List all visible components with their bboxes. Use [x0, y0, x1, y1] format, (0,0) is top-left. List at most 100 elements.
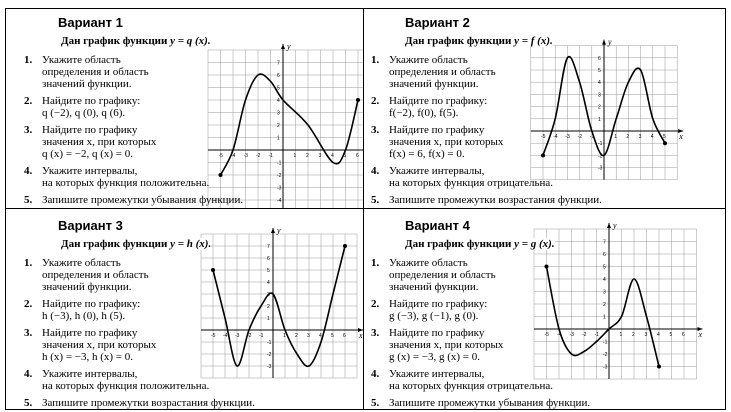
x-tick-label: -4 [223, 333, 228, 339]
task-item: 1. Укажите область определения и область зн… [24, 54, 243, 90]
endpoint-dot [218, 173, 223, 177]
task-item: 3. Найдите по графику значения x, при кото… [24, 124, 243, 160]
task-text: Найдите по графику: [389, 298, 488, 310]
y-axis-arrow [281, 44, 285, 49]
task-item: 3. Найдите по графику значения x, при кото… [371, 124, 602, 160]
y-axis-label: y [612, 221, 617, 230]
x-tick-label: 1 [620, 332, 623, 338]
endpoint-dot [544, 264, 549, 269]
task-text: Укажите интервалы, [389, 368, 485, 380]
x-tick-label: 3 [639, 134, 642, 140]
function-curve [542, 55, 666, 157]
variant-title: Вариант 4 [405, 218, 470, 233]
task-number: 1. [371, 257, 380, 269]
y-tick-label: -3 [603, 365, 608, 371]
y-tick-label: 5 [603, 265, 606, 271]
y-tick-label: 4 [598, 80, 601, 86]
x-tick-label: 4 [319, 333, 322, 339]
x-tick-label: 4 [331, 153, 334, 159]
x-tick-label: 5 [663, 134, 666, 140]
task-item: 5. Запишите промежутки убывания функции. [371, 397, 590, 409]
task-text: f(−2), f(0), f(5). [389, 107, 459, 119]
y-tick-label: 4 [603, 277, 606, 283]
task-text: q (x) = −2, q (x) = 0. [42, 148, 134, 160]
x-axis-arrow [358, 328, 363, 332]
function-curve [219, 73, 359, 176]
task-number: 1. [371, 54, 380, 66]
y-tick-label: 5 [598, 68, 601, 74]
endpoint-dot [663, 141, 667, 146]
task-text: определения и область [42, 66, 149, 78]
y-tick-label: -3 [598, 166, 603, 172]
task-number: 4. [24, 368, 33, 380]
task-text: Укажите область [42, 257, 121, 269]
x-tick-label: -5 [545, 332, 550, 338]
task-number: 1. [24, 54, 33, 66]
x-tick-label: -3 [244, 153, 249, 159]
task-text: определения и область [389, 66, 496, 78]
task-text: на которых функция положительна. [42, 177, 210, 189]
y-tick-label: 3 [598, 92, 601, 98]
task-item: 1. Укажите область определения и область зн… [371, 54, 602, 90]
y-tick-label: 5 [267, 268, 270, 274]
task-text: Укажите интервалы, [42, 165, 138, 177]
y-tick-label: 7 [277, 61, 280, 67]
x-tick-label: -4 [553, 134, 558, 140]
task-text: Найдите по графику [389, 327, 485, 339]
task-text: значений функции. [42, 78, 132, 90]
task-heading: Дан график функции y = f (x). [405, 35, 553, 47]
task-text: f(x) = 6, f(x) = 0. [389, 148, 465, 160]
task-text: Найдите по графику [389, 124, 485, 136]
x-tick-label: 6 [343, 333, 346, 339]
task-number: 2. [371, 95, 380, 107]
y-tick-label: 2 [267, 304, 270, 310]
x-tick-label: 2 [295, 333, 298, 339]
task-text: g (x) = −3, g (x) = 0. [389, 351, 481, 363]
x-tick-label: -3 [570, 332, 575, 338]
x-tick-label: -4 [231, 153, 236, 159]
y-tick-label: -4 [277, 198, 282, 204]
task-text: значения x, при которых [389, 339, 504, 351]
task-text: Найдите по графику: [42, 298, 141, 310]
task-number: 2. [24, 95, 33, 107]
x-tick-label: 3 [645, 332, 648, 338]
x-tick-label: 6 [356, 153, 359, 159]
x-tick-label: 5 [670, 332, 673, 338]
x-tick-label: -1 [269, 153, 274, 159]
task-text: Запишите промежутки возрастания функции. [389, 194, 602, 206]
y-tick-label: 3 [603, 290, 606, 296]
x-tick-label: -2 [582, 332, 587, 338]
y-tick-label: 1 [267, 316, 270, 322]
task-item: 5. Запишите промежутки возрастания функци… [371, 194, 602, 206]
y-tick-label: 2 [603, 302, 606, 308]
x-tick-label: -1 [595, 332, 600, 338]
function-graph: x y -5 -4 -3 -2 -1 1 2 3 4 5 6 5 4 3 2 1 -1 -2 -3 [530, 38, 684, 181]
y-tick-label: 1 [603, 315, 606, 321]
y-axis-arrow [271, 228, 275, 233]
y-tick-label: -3 [267, 364, 272, 370]
y-tick-label: 3 [277, 111, 280, 117]
function-formula: y = g (x). [514, 238, 555, 250]
y-tick-label: -2 [598, 153, 603, 159]
task-number: 5. [371, 397, 380, 409]
task-item: 4. Укажите интервалы, на которых функция о… [371, 368, 590, 392]
x-tick-label: 1 [283, 333, 286, 339]
y-tick-label: -1 [603, 340, 608, 346]
task-text: Укажите область [42, 54, 121, 66]
endpoint-dot [343, 244, 347, 248]
x-tick-label: 1 [294, 153, 297, 159]
endpoint-dot [211, 268, 215, 272]
task-item: 2. Найдите по графику: g (−3), g (−1), g (… [371, 298, 590, 322]
task-number: 5. [371, 194, 380, 206]
variant-2-card: Вариант 2 Дан график функции y = f (x). … [363, 8, 726, 209]
x-tick-label: -1 [259, 333, 264, 339]
y-tick-label: 6 [267, 256, 270, 262]
y-tick-label: 7 [267, 244, 270, 250]
task-number: 4. [371, 368, 380, 380]
x-tick-label: -4 [557, 332, 562, 338]
task-list: 1. Укажите область определения и область зн… [371, 54, 602, 208]
task-list: 1. Укажите область определения и область зн… [24, 257, 255, 409]
task-text: Найдите по графику: [42, 95, 141, 107]
task-text: Запишите промежутки убывания функции. [389, 397, 591, 409]
